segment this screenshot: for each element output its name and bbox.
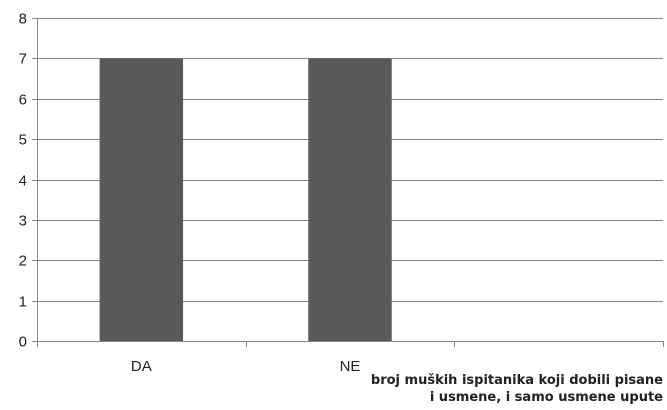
bars bbox=[99, 58, 392, 341]
y-tick-label: 3 bbox=[19, 213, 27, 230]
x-axis-title-line-1: broj muških ispitanika koji dobili pisan… bbox=[370, 373, 663, 388]
y-tick-label: 5 bbox=[19, 132, 27, 149]
y-tick-label: 8 bbox=[19, 11, 27, 28]
y-tick-label: 2 bbox=[19, 253, 27, 270]
bar-da bbox=[99, 58, 184, 341]
y-tick-label: 1 bbox=[19, 294, 27, 311]
x-axis-title-line-2: i usmene, i samo usmene upute bbox=[429, 390, 663, 405]
bar-ne bbox=[308, 58, 392, 341]
category-label-ne: NE bbox=[340, 358, 361, 375]
y-tick-label: 7 bbox=[19, 51, 27, 68]
y-tick-labels: 0 1 2 3 4 5 6 7 8 bbox=[19, 11, 27, 351]
x-axis-title: broj muških ispitanika koji dobili pisan… bbox=[283, 372, 663, 406]
y-tick-label: 0 bbox=[19, 334, 27, 351]
y-tick-label: 6 bbox=[19, 92, 27, 109]
category-label-da: DA bbox=[131, 358, 152, 375]
y-tick-label: 4 bbox=[19, 173, 27, 190]
category-labels: DA NE bbox=[131, 358, 361, 375]
axes bbox=[32, 18, 664, 347]
